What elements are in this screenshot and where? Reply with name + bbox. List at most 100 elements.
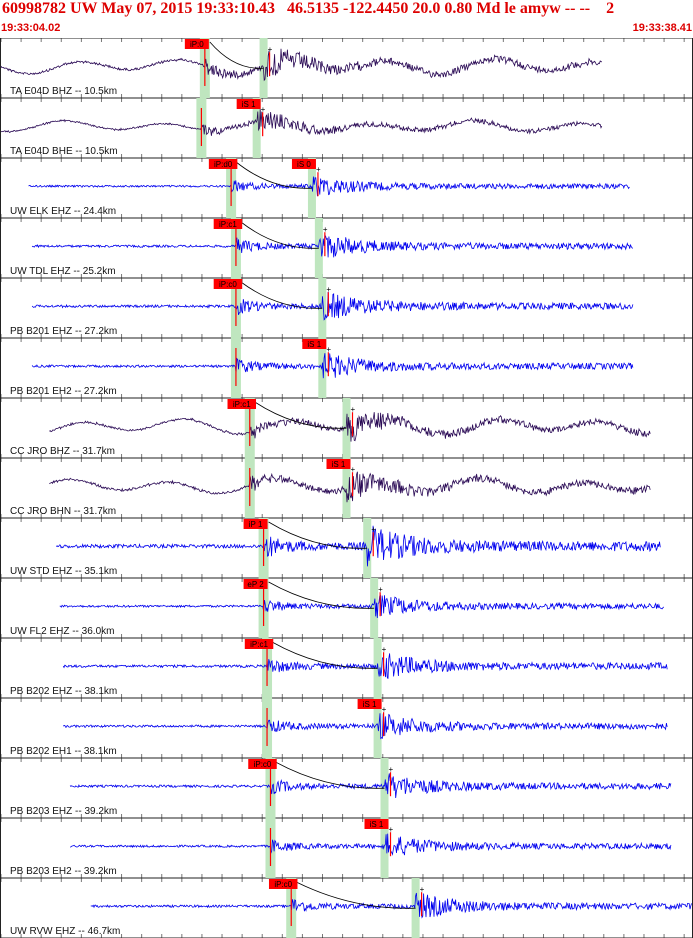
s-pick-label: iS 0 bbox=[297, 160, 311, 169]
p-pick-box bbox=[268, 879, 298, 889]
pick-plus-mark: + bbox=[371, 525, 376, 534]
s-window bbox=[363, 518, 372, 578]
p-pick-label: iP:c0 bbox=[274, 880, 292, 889]
pick-plus-mark: + bbox=[351, 405, 356, 414]
s-window bbox=[370, 578, 379, 638]
header-bar: 60998782 UW May 07, 2015 19:33:10.43 46.… bbox=[0, 0, 693, 38]
s-window bbox=[252, 98, 261, 158]
s-pick-label: iS 1 bbox=[332, 460, 346, 469]
channel-label: TA E04D BHE -- 10.5km bbox=[10, 146, 118, 157]
p-pick-box bbox=[184, 39, 209, 49]
pick-plus-mark: + bbox=[389, 765, 394, 774]
p-pick-box bbox=[227, 399, 257, 409]
p-pick-label: iP:c0 bbox=[219, 280, 237, 289]
channel-label: PB B201 EH2 -- 27.2km bbox=[10, 386, 117, 397]
channel-label: PB B202 EH1 -- 38.1km bbox=[10, 746, 117, 757]
p-pick-label: iP:d0 bbox=[214, 160, 233, 169]
waveform-trace bbox=[56, 525, 661, 567]
channel-label: PB B203 EH2 -- 39.2km bbox=[10, 866, 117, 877]
travel-time-curve bbox=[275, 761, 385, 789]
waveform-trace bbox=[49, 412, 651, 442]
waveform-trace bbox=[49, 471, 651, 503]
travel-time-curve bbox=[240, 281, 323, 309]
s-pick-label: iS 1 bbox=[242, 100, 256, 109]
waveform-trace bbox=[62, 653, 668, 679]
p-pick-box bbox=[213, 219, 243, 229]
pick-plus-mark: + bbox=[261, 105, 266, 114]
s-pick-box bbox=[364, 819, 389, 829]
s-window bbox=[314, 218, 323, 278]
s-window bbox=[373, 638, 382, 698]
waveform-trace bbox=[90, 892, 692, 919]
p-pick-box bbox=[248, 759, 277, 769]
end-time-label: 19:33:38.41 bbox=[632, 22, 692, 34]
pick-plus-mark: + bbox=[326, 285, 331, 294]
s-window bbox=[342, 458, 351, 518]
s-pick-box bbox=[236, 99, 261, 109]
waveform-trace bbox=[59, 594, 664, 619]
p-pick-label: iP:c1 bbox=[250, 640, 268, 649]
p-pick-box bbox=[243, 519, 268, 529]
channel-label: UW ELK EHZ -- 24.4km bbox=[10, 206, 116, 217]
waveform-trace bbox=[62, 713, 668, 740]
travel-time-curve bbox=[209, 41, 264, 69]
channel-label: PB B202 EHZ -- 38.1km bbox=[10, 686, 117, 697]
channel-label: CC JRO BHZ -- 31.7km bbox=[10, 446, 115, 457]
channel-label: UW FL2 EHZ -- 36.0km bbox=[10, 626, 114, 637]
channel-label: TA E04D BHZ -- 10.5km bbox=[10, 86, 117, 97]
travel-time-curve bbox=[240, 221, 319, 249]
event-title: 60998782 UW May 07, 2015 19:33:10.43 46.… bbox=[2, 0, 615, 17]
waveform-trace bbox=[70, 833, 672, 856]
travel-time-curve bbox=[271, 641, 378, 669]
start-time-label: 19:33:04.02 bbox=[1, 22, 61, 34]
pick-plus-mark: + bbox=[268, 45, 273, 54]
waveform-trace bbox=[31, 291, 634, 321]
s-pick-box bbox=[357, 699, 382, 709]
travel-time-curve bbox=[268, 521, 368, 549]
p-pick-label: iP:c0 bbox=[254, 760, 272, 769]
p-pick-box bbox=[213, 279, 243, 289]
pick-plus-mark: + bbox=[326, 345, 331, 354]
waveform-trace bbox=[69, 773, 672, 799]
waveform-trace bbox=[0, 109, 603, 136]
waveform-trace bbox=[0, 48, 603, 82]
s-window bbox=[318, 278, 327, 338]
pick-plus-mark: + bbox=[378, 585, 383, 594]
pick-plus-mark: + bbox=[389, 825, 394, 834]
s-window bbox=[373, 698, 382, 758]
s-window bbox=[318, 338, 327, 398]
waveform-trace bbox=[28, 176, 630, 197]
pick-plus-mark: + bbox=[382, 645, 387, 654]
pick-plus-mark: + bbox=[351, 465, 356, 474]
waveform-trace bbox=[31, 353, 634, 379]
pick-plus-mark: + bbox=[323, 225, 328, 234]
waveform-trace bbox=[31, 233, 634, 258]
s-pick-box bbox=[291, 159, 316, 169]
p-pick-box bbox=[243, 579, 268, 589]
s-window bbox=[380, 818, 389, 878]
s-pick-label: iS 1 bbox=[363, 700, 377, 709]
travel-time-curve bbox=[296, 881, 416, 909]
s-pick-label: iS 1 bbox=[307, 340, 321, 349]
s-pick-box bbox=[326, 459, 351, 469]
channel-label: PB B201 EHZ -- 27.2km bbox=[10, 326, 117, 337]
p-pick-label: iP:c1 bbox=[233, 400, 251, 409]
p-pick-label: iP:0 bbox=[190, 40, 204, 49]
travel-time-curve bbox=[235, 161, 312, 189]
channel-label: UW RVW EHZ -- 46.7km bbox=[10, 926, 120, 937]
pick-plus-mark: + bbox=[382, 705, 387, 714]
s-window bbox=[380, 758, 389, 818]
p-pick-label: iP 1 bbox=[249, 520, 263, 529]
channel-label: CC JRO BHN -- 31.7km bbox=[10, 506, 116, 517]
travel-time-curve bbox=[268, 581, 375, 609]
seismogram-plot: + iP:0 TA E04D BHZ -- 10.5km + iS 1 TA E04D B… bbox=[0, 38, 693, 938]
s-window bbox=[411, 878, 420, 938]
p-pick-box bbox=[208, 159, 238, 169]
p-pick-label: eP 2 bbox=[247, 580, 264, 589]
pick-plus-mark: + bbox=[316, 165, 321, 174]
channel-label: PB B203 EHZ -- 39.2km bbox=[10, 806, 117, 817]
s-pick-label: iS 1 bbox=[370, 820, 384, 829]
channel-label: UW STD EHZ -- 35.1km bbox=[10, 566, 117, 577]
channel-label: UW TDL EHZ -- 25.2km bbox=[10, 266, 116, 277]
traces: + iP:0 TA E04D BHZ -- 10.5km + iS 1 TA E04D B… bbox=[0, 39, 692, 937]
